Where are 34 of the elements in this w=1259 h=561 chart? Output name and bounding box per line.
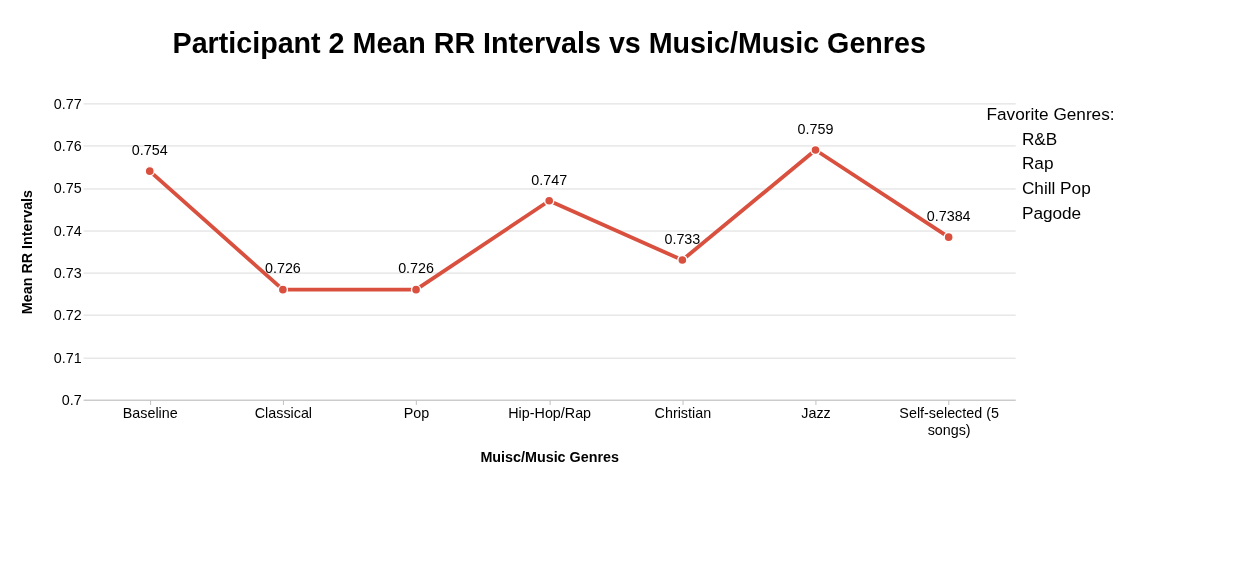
x-tick-label: Hip-Hop/Rap	[508, 405, 592, 422]
x-tick-label: Classical	[254, 405, 313, 422]
data-label: 0.7384	[926, 207, 971, 224]
text: Chill Pop	[1021, 178, 1091, 199]
point	[277, 284, 289, 295]
data-label: 0.733	[664, 230, 701, 247]
data-label: 0.726	[398, 260, 434, 277]
point	[410, 284, 422, 295]
x-tick-label: Jazz	[801, 405, 831, 422]
data-label: 0.726	[264, 260, 301, 277]
data-label: 0.747	[531, 171, 568, 188]
y-tick-label: 0.75	[53, 180, 82, 197]
text: Rap	[1021, 153, 1054, 174]
x-tick-label: Christian	[654, 405, 712, 422]
x-tick-label: Baseline	[122, 405, 178, 422]
x-tick-label: Self-selected (5 songs)	[899, 405, 999, 438]
y-tick-label: 0.76	[53, 138, 82, 154]
y-tick-label: 0.7	[61, 392, 82, 409]
y-axis-title: Mean RR Intervals	[18, 189, 35, 315]
x-axis-title: Muisc/Music Genres	[480, 449, 619, 466]
data-label: 0.754	[131, 141, 168, 158]
data-label: 0.759	[797, 120, 834, 137]
y-tick-label: 0.77	[53, 95, 82, 112]
point	[144, 165, 155, 177]
annotation: Favorite Genres:	[986, 103, 1115, 124]
y-tick-label: 0.72	[53, 307, 82, 324]
point	[810, 144, 821, 156]
y-tick-label: 0.74	[53, 222, 82, 239]
text: Pagode	[1021, 203, 1082, 224]
y-tick-label: 0.73	[53, 265, 82, 282]
y-tick-label: 0.71	[53, 349, 82, 366]
text: R&B	[1021, 128, 1058, 149]
x-tick-label: Pop	[403, 405, 430, 422]
chart-title: Participant 2 Mean RR Intervals vs Music/Music Genres	[172, 26, 926, 59]
